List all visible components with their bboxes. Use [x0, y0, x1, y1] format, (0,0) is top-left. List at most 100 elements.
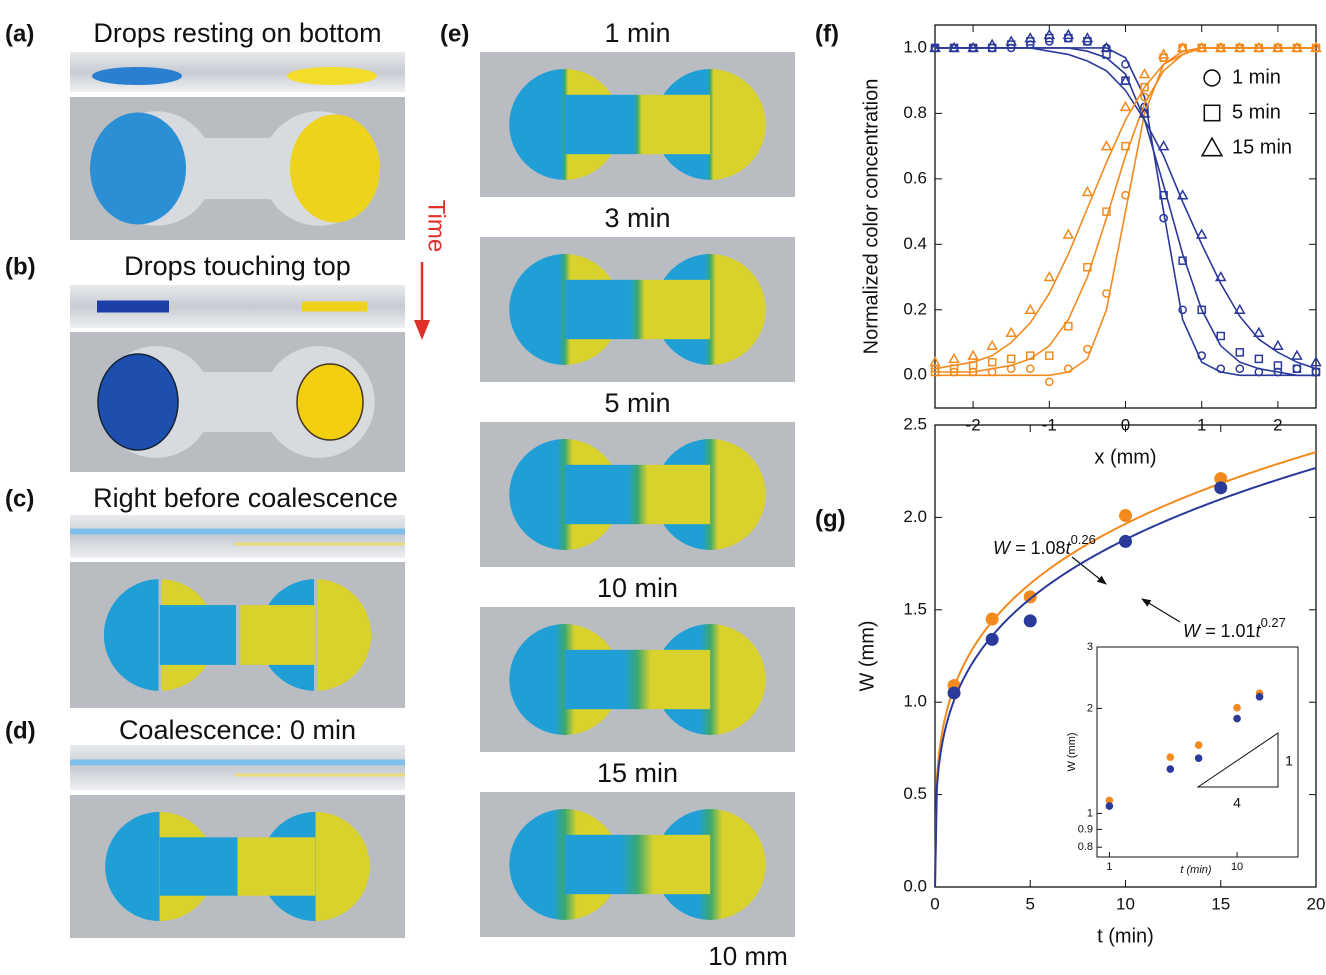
- y-axis-label: W (mm): [856, 620, 878, 691]
- side-view: [70, 515, 405, 558]
- marker: [950, 354, 959, 362]
- fit-equation: W = 1.08t0.26: [993, 532, 1096, 557]
- panel-title: Drops touching top: [124, 251, 351, 281]
- inset-y-tick-label: 1: [1087, 807, 1093, 819]
- marker: [1236, 365, 1243, 372]
- panel-title: Drops resting on bottom: [93, 18, 381, 48]
- y-tick-label: 1.5: [903, 599, 927, 618]
- y-tick-label: 0.4: [903, 234, 927, 253]
- data-point: [948, 686, 961, 699]
- exponent: 0.27: [1261, 615, 1286, 630]
- marker: [1292, 351, 1301, 359]
- drop: [297, 364, 363, 440]
- inset-frame: [1097, 647, 1298, 857]
- data-point: [986, 633, 999, 646]
- inset-point: [1195, 754, 1203, 762]
- data-point: [1119, 509, 1132, 522]
- marker: [1026, 305, 1035, 313]
- side-view: [70, 745, 405, 790]
- panel-title: Right before coalescence: [93, 483, 398, 513]
- scale-bar-label: 10 mm: [708, 941, 787, 971]
- neck: [565, 280, 711, 339]
- slope-rise: 1: [1285, 753, 1293, 769]
- marker: [1254, 328, 1263, 336]
- coefficient: 1.01: [1221, 621, 1256, 641]
- data-point: [1214, 481, 1227, 494]
- legend-label: 1 min: [1232, 66, 1281, 88]
- inset-x-tick-label: 1: [1106, 861, 1112, 873]
- drop-side: [302, 302, 367, 312]
- slope-run: 4: [1233, 795, 1241, 811]
- exponent: 0.26: [1071, 532, 1096, 547]
- y-tick-label: 0.6: [903, 168, 927, 187]
- y-tick-label: 1.0: [903, 37, 927, 56]
- neck: [156, 372, 319, 432]
- neck: [565, 95, 711, 154]
- y-tick-label: 2.5: [903, 414, 927, 433]
- panel-label: (g): [815, 505, 846, 532]
- frame-time: 10 min: [597, 573, 678, 603]
- inset-point: [1233, 704, 1241, 712]
- neck: [160, 837, 316, 895]
- x-tick-label: 20: [1307, 894, 1326, 913]
- neck: [565, 465, 711, 524]
- marker: [1008, 355, 1015, 362]
- x-tick-label: 15: [1211, 894, 1230, 913]
- marker: [1293, 365, 1300, 372]
- drop: [90, 113, 186, 225]
- marker: [1045, 273, 1054, 281]
- annotation-arrow: [1072, 557, 1106, 584]
- neck: [565, 835, 711, 894]
- marker: [1046, 378, 1053, 385]
- frame-time: 1 min: [604, 18, 670, 48]
- inset-point: [1233, 715, 1241, 723]
- drop-side: [92, 67, 182, 85]
- marker: [1102, 142, 1111, 150]
- inset-point: [1167, 753, 1175, 761]
- marker: [1064, 230, 1073, 238]
- marker: [1236, 349, 1243, 356]
- figure: Time 10 mm (a)Drops resting on bottom(b)…: [0, 0, 1326, 975]
- x-axis-label: x (mm): [1094, 446, 1156, 468]
- annotation-arrow: [1142, 599, 1180, 622]
- marker: [1140, 70, 1149, 78]
- x-tick-label: 0: [930, 894, 939, 913]
- layer-side: [70, 760, 405, 766]
- marker: [1084, 345, 1091, 352]
- inset-point: [1106, 802, 1114, 810]
- legend-label: 5 min: [1232, 101, 1281, 123]
- marker: [1273, 341, 1282, 349]
- marker: [988, 341, 997, 349]
- panel-label: (f): [815, 20, 839, 47]
- panel-label: (c): [5, 485, 34, 512]
- drop: [98, 354, 178, 450]
- x-tick-label: 10: [1116, 894, 1135, 913]
- data-point: [1119, 535, 1132, 548]
- x-tick-label: 5: [1026, 894, 1035, 913]
- inset-y-tick-label: 0.8: [1078, 841, 1093, 853]
- y-axis-label: Normalized color concentration: [860, 79, 882, 355]
- legend-label: 15 min: [1232, 136, 1292, 158]
- drop: [290, 115, 380, 223]
- panel-title: Coalescence: 0 min: [119, 715, 356, 745]
- marker: [1007, 328, 1016, 336]
- fit-equation: W = 1.01t0.27: [1183, 615, 1286, 640]
- inset-point: [1167, 765, 1175, 773]
- marker: [1197, 230, 1206, 238]
- data-point: [1024, 614, 1037, 627]
- legend-marker: [1204, 105, 1219, 120]
- time-label: Time: [423, 200, 450, 252]
- panel-label: (d): [5, 717, 36, 744]
- marker: [969, 351, 978, 359]
- time-arrowhead: [414, 320, 430, 340]
- y-tick-label: 0.5: [903, 784, 927, 803]
- inset-y-tick-label: 0.9: [1078, 823, 1093, 835]
- fit-line: [935, 48, 1316, 375]
- neck: [160, 605, 316, 665]
- y-tick-label: 1.0: [903, 692, 927, 711]
- inset-point: [1195, 741, 1203, 749]
- frame-time: 3 min: [604, 203, 670, 233]
- inset-y-tick-label: 3: [1087, 641, 1093, 653]
- legend-marker: [1204, 70, 1220, 86]
- panel-label: (e): [440, 20, 469, 47]
